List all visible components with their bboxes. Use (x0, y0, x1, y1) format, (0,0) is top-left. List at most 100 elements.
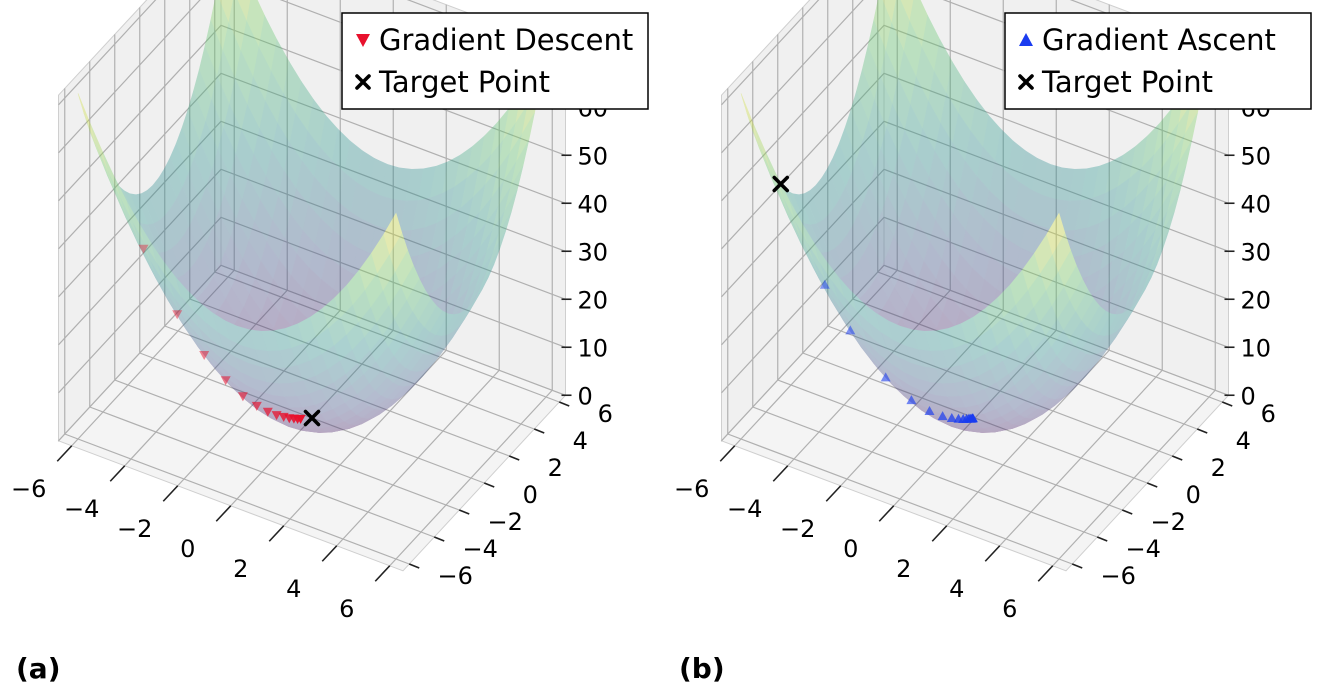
surface-patch (308, 243, 328, 281)
surface-patch (120, 196, 139, 239)
surface-patch (315, 368, 334, 390)
surface-patch (161, 287, 180, 317)
surface-patch (418, 298, 437, 328)
surface-patch (792, 193, 812, 226)
surface-patch (1091, 344, 1110, 368)
surface-patch (968, 395, 987, 412)
surface-patch (1015, 302, 1034, 329)
surface-patch (416, 352, 436, 372)
surface-patch (971, 388, 991, 405)
surface-patch (138, 238, 157, 276)
surface-patch (77, 93, 97, 144)
surface-patch (1000, 409, 1021, 422)
surface-patch (1033, 289, 1053, 323)
surface-patch (322, 297, 341, 329)
surface-patch (292, 353, 311, 378)
surface-patch (1075, 289, 1094, 321)
surface-patch (253, 377, 273, 396)
surface-patch (271, 122, 291, 172)
surface-patch (1090, 345, 1110, 370)
surface-patch (474, 229, 493, 269)
surface-patch (974, 410, 994, 422)
surface-patch (1087, 193, 1106, 229)
surface-patch (296, 229, 316, 269)
surface-patch (916, 128, 936, 178)
surface-patch (1050, 362, 1069, 383)
surface-patch (983, 381, 1003, 401)
surface-patch (410, 366, 429, 386)
surface-patch (310, 347, 329, 372)
surface-patch (1021, 252, 1041, 291)
surface-patch (1041, 391, 1061, 410)
surface-patch (192, 329, 212, 357)
surface-patch (897, 50, 917, 106)
surface-patch (383, 380, 404, 400)
surface-patch (356, 150, 376, 191)
surface-patch (965, 375, 985, 394)
surface-patch (964, 429, 983, 433)
y-tick (508, 455, 520, 461)
surface-patch (1012, 420, 1031, 429)
surface-patch (937, 387, 957, 406)
surface-patch (255, 311, 275, 343)
surface-patch (329, 404, 349, 417)
surface-patch (378, 391, 398, 410)
surface-patch (976, 420, 996, 429)
surface-patch (1142, 169, 1162, 213)
surface-patch (114, 177, 133, 222)
surface-patch (794, 227, 813, 264)
surface-patch (1020, 219, 1039, 254)
surface-patch (905, 240, 925, 280)
wall-gridline-z (58, 24, 566, 202)
surface-patch (1085, 350, 1105, 371)
surface-patch (981, 425, 1002, 432)
surface-patch (1112, 224, 1131, 263)
surface-patch (839, 186, 859, 228)
surface-patch (941, 237, 961, 277)
wall-gridline-z (721, 216, 1229, 394)
surface-patch (826, 261, 845, 298)
x-tick (109, 465, 126, 482)
surface-patch (834, 243, 854, 276)
surface-patch (984, 310, 1004, 339)
surface-patch (430, 216, 450, 252)
surface-patch (946, 423, 965, 431)
surface-patch (1099, 186, 1119, 224)
surface-patch (158, 167, 178, 209)
surface-patch (331, 428, 350, 433)
x-tick-label: 6 (339, 595, 354, 623)
surface-patch (1033, 282, 1052, 309)
surface-patch (433, 333, 452, 361)
surface-patch (357, 278, 377, 307)
surface-patch (1052, 340, 1072, 364)
surface-patch (1046, 212, 1066, 255)
surface-patch (364, 348, 384, 367)
surface-patch (935, 259, 955, 296)
surface-patch (1053, 383, 1073, 402)
surface-patch (347, 412, 368, 424)
surface-patch (504, 166, 524, 212)
surface-patch (161, 288, 181, 321)
surface-patch (399, 200, 419, 232)
legend: Gradient Ascent Target Point (1004, 12, 1312, 110)
surface-patch (922, 100, 941, 152)
surface-patch (1045, 283, 1064, 309)
surface-patch (1014, 373, 1033, 395)
x-tick-label: 0 (180, 535, 195, 563)
surface-patch (880, 354, 899, 379)
surface-patch (821, 167, 841, 209)
surface-patch (982, 430, 1001, 433)
surface-patch (397, 381, 416, 401)
surface-patch (229, 363, 249, 387)
surface-patch (874, 75, 893, 130)
surface-patch (344, 211, 364, 249)
surface-patch (368, 394, 388, 410)
surface-patch (345, 273, 365, 304)
surface-patch (923, 366, 943, 384)
surface-patch (942, 347, 961, 368)
surface-patch (1132, 269, 1151, 304)
surface-patch (401, 358, 422, 382)
surface-patch (879, 367, 899, 389)
surface-patch (883, 361, 903, 380)
surface-patch (1016, 381, 1036, 396)
